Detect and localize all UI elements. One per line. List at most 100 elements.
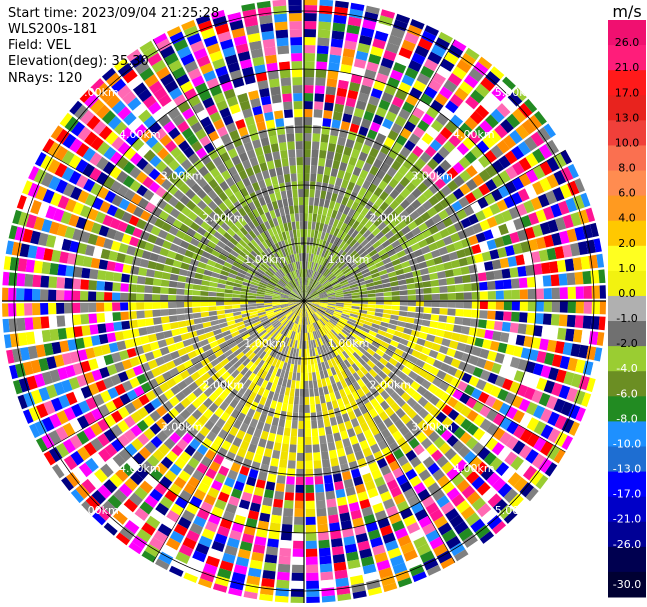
radar-gate (320, 214, 327, 224)
radar-gate (304, 189, 309, 198)
radar-gate (198, 382, 209, 393)
radar-gate (340, 430, 349, 440)
radar-gate (329, 226, 336, 235)
colorbar-unit: m/s (612, 2, 641, 21)
radar-gate (342, 311, 351, 316)
radar-gate (83, 426, 97, 441)
radar-gate (361, 354, 370, 363)
radar-gate (462, 533, 478, 548)
radar-gate (249, 156, 259, 167)
radar-gate (360, 216, 369, 226)
radar-gate (500, 118, 515, 134)
radar-gate (292, 279, 297, 288)
radar-gate (153, 270, 163, 279)
radar-gate (163, 389, 175, 400)
radar-gate (375, 292, 384, 297)
radar-gate (334, 569, 348, 580)
radar-gate (75, 483, 90, 500)
radar-gate (300, 308, 303, 317)
radar-gate (394, 204, 405, 215)
radar-gate (147, 233, 158, 244)
radar-gate (234, 220, 244, 230)
radar-gate (181, 19, 196, 31)
radar-gate (200, 116, 212, 128)
radar-gate (317, 379, 323, 388)
radar-gate (225, 316, 235, 322)
radar-gate (208, 301, 217, 307)
radar-gate (425, 235, 436, 245)
radar-gate (111, 352, 122, 363)
radar-gate (499, 257, 510, 269)
radar-gate (248, 230, 257, 239)
radar-gate (375, 261, 385, 268)
radar-gate (314, 312, 321, 319)
radar-gate (232, 261, 242, 269)
radar-gate (438, 209, 449, 220)
radar-gate (262, 38, 276, 49)
radar-gate (318, 307, 326, 312)
radar-gate (314, 272, 320, 281)
radar-gate (296, 277, 300, 286)
radar-gate (466, 409, 479, 422)
radar-gate (122, 112, 137, 126)
radar-gate (213, 362, 224, 372)
radar-gate (538, 144, 553, 160)
radar-gate (513, 345, 524, 358)
radar-gate (441, 481, 456, 495)
radar-gate (144, 277, 154, 286)
radar-gate (533, 263, 543, 275)
radar-gate (290, 45, 303, 54)
radar-gate (351, 115, 362, 126)
radar-gate (252, 164, 261, 175)
radar-gate (173, 38, 189, 52)
radar-gate (460, 102, 474, 116)
radar-gate (490, 66, 505, 80)
radar-gate (343, 303, 352, 306)
radar-gate (40, 155, 54, 171)
radar-gate (404, 139, 416, 152)
radar-gate (261, 277, 270, 283)
radar-gate (165, 537, 181, 551)
radar-gate (24, 303, 33, 316)
radar-gate (9, 256, 20, 271)
radar-gate (568, 421, 580, 436)
radar-gate (553, 153, 567, 169)
radar-gate (328, 200, 336, 210)
radar-gate (269, 317, 278, 323)
radar-gate (277, 174, 285, 184)
radar-gate (225, 257, 235, 265)
radar-gate (320, 571, 334, 581)
radar-gate (414, 462, 427, 475)
radar-gate (353, 407, 363, 418)
radar-gate (200, 570, 216, 583)
radar-gate (341, 329, 350, 336)
radar-gate (203, 142, 215, 154)
radar-gate (360, 207, 370, 217)
radar-gate (535, 474, 549, 490)
radar-gate (400, 542, 415, 555)
radar-gate (499, 417, 512, 431)
radar-gate (292, 245, 297, 255)
radar-gate (98, 125, 113, 140)
colorbar-swatch (608, 496, 646, 523)
radar-gate (110, 374, 122, 386)
radar-gate (362, 447, 373, 458)
radar-gate (313, 460, 322, 469)
radar-gate (289, 444, 297, 453)
radar-gate (192, 290, 201, 296)
radar-gate (406, 283, 416, 290)
radar-gate (388, 103, 401, 115)
radar-gate (265, 54, 278, 64)
radar-gate (494, 124, 508, 139)
radar-gate (465, 47, 480, 61)
radar-gate (300, 237, 304, 246)
radar-gate (114, 383, 126, 396)
radar-gate (253, 394, 262, 404)
radar-gate (95, 379, 107, 393)
radar-gate (561, 435, 574, 450)
radar-gate (371, 227, 381, 237)
radar-gate (233, 455, 244, 466)
radar-gate (309, 306, 316, 313)
radar-gate (330, 317, 339, 323)
radar-gate (209, 461, 221, 473)
